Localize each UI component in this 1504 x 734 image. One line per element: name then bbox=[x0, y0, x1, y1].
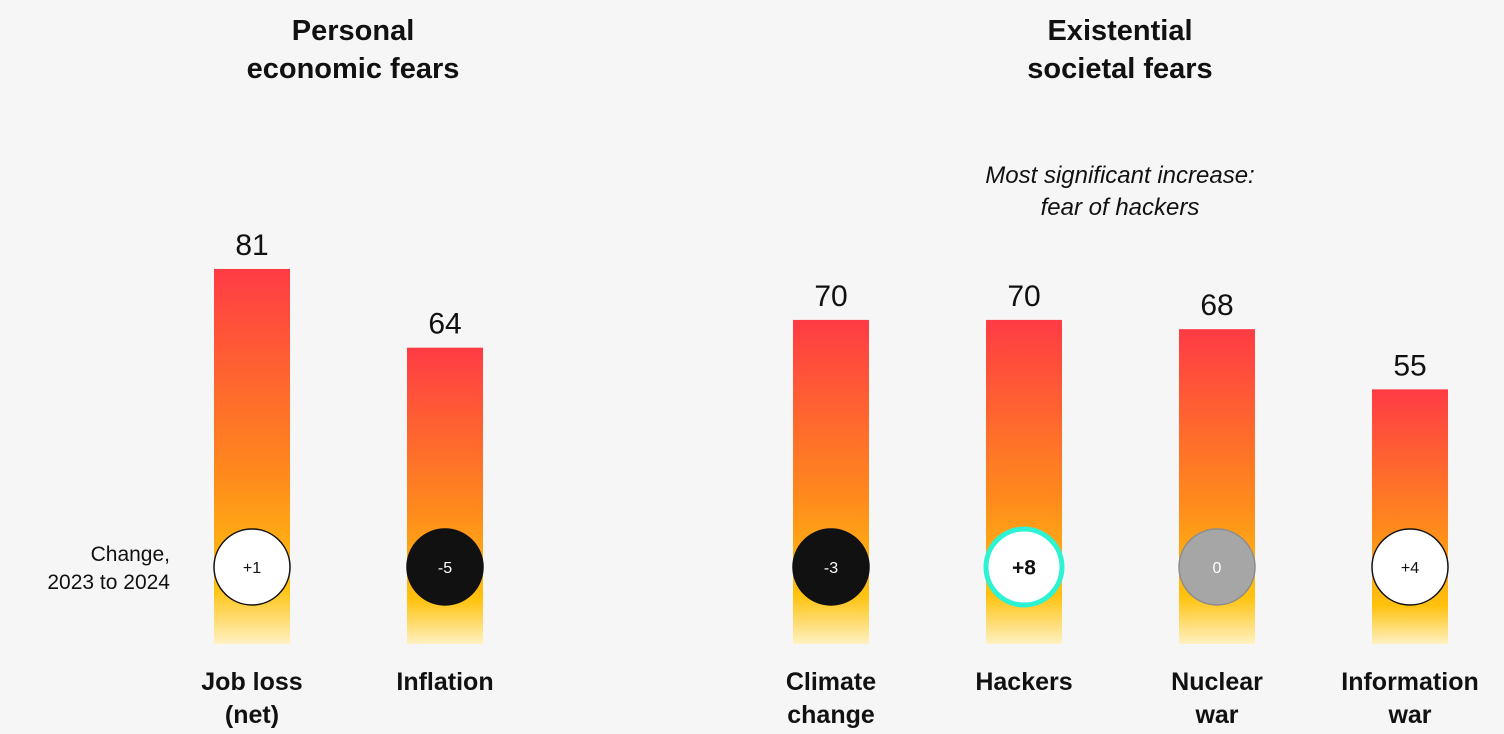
category-label-line: (net) bbox=[225, 701, 279, 729]
change-value: -3 bbox=[824, 560, 838, 577]
change-badge bbox=[792, 528, 870, 606]
category-label: Hackers bbox=[975, 668, 1072, 696]
category-label: Inflation bbox=[396, 668, 493, 696]
category-label-line: change bbox=[787, 701, 875, 729]
chart-title-line: Personal bbox=[292, 15, 415, 47]
category-label-line: Climate bbox=[786, 668, 876, 696]
chart-title-line: Existential bbox=[1047, 15, 1192, 47]
category-label: Nuclear war bbox=[1171, 668, 1263, 729]
data-label: 81 bbox=[235, 229, 268, 262]
category-label: Job loss (net) bbox=[201, 668, 302, 729]
bar bbox=[1372, 389, 1448, 644]
change-badge bbox=[983, 526, 1065, 608]
change-value: +4 bbox=[1401, 560, 1419, 577]
category-label: Information war bbox=[1341, 668, 1479, 729]
category-label-line: Hackers bbox=[975, 668, 1072, 696]
change-value: +8 bbox=[1012, 557, 1036, 580]
change-value: +1 bbox=[243, 560, 261, 577]
change-badge bbox=[406, 528, 484, 606]
chart-title-line: economic fears bbox=[247, 53, 460, 85]
chart-title: Personal economic fears bbox=[247, 15, 460, 85]
data-label: 64 bbox=[428, 308, 461, 341]
category-label-line: war bbox=[1194, 701, 1238, 729]
chart-subtitle: Most significant increase: fear of hacker… bbox=[985, 162, 1254, 221]
data-label: 70 bbox=[1007, 280, 1040, 313]
data-label: 68 bbox=[1200, 289, 1233, 322]
category-label-line: war bbox=[1387, 701, 1431, 729]
change-badge bbox=[1371, 528, 1449, 606]
change-value: -5 bbox=[438, 560, 452, 577]
category-label: Climate change bbox=[786, 668, 876, 729]
change-label-line: 2023 to 2024 bbox=[47, 571, 170, 594]
chart-subtitle-line: fear of hackers bbox=[1041, 194, 1200, 221]
chart-subtitle-line: Most significant increase: bbox=[985, 162, 1254, 189]
chart-title-line: societal fears bbox=[1027, 53, 1212, 85]
change-value: 0 bbox=[1213, 560, 1222, 577]
change-badge bbox=[213, 528, 291, 606]
change-label: Change, 2023 to 2024 bbox=[47, 543, 170, 594]
data-label: 55 bbox=[1393, 349, 1426, 382]
chart-title: Existential societal fears bbox=[1027, 15, 1212, 85]
category-label-line: Information bbox=[1341, 668, 1479, 696]
change-label-line: Change, bbox=[91, 543, 170, 566]
category-label-line: Inflation bbox=[396, 668, 493, 696]
category-label-line: Job loss bbox=[201, 668, 302, 696]
category-label-line: Nuclear bbox=[1171, 668, 1263, 696]
data-label: 70 bbox=[814, 280, 847, 313]
change-badge bbox=[1178, 528, 1256, 606]
